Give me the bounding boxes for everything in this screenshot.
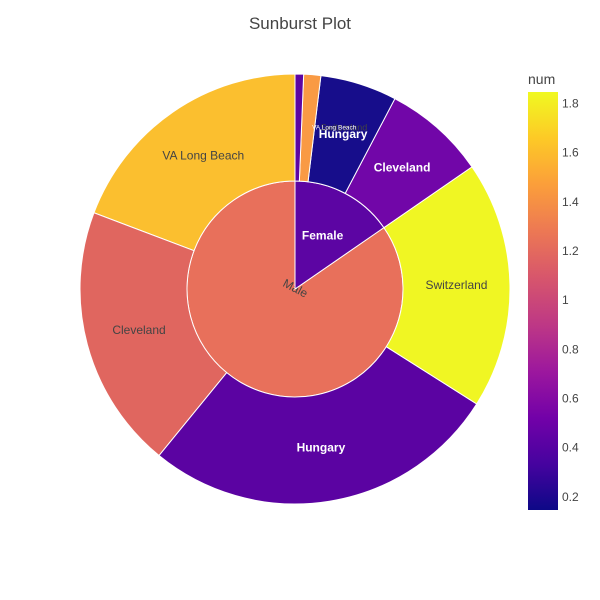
label-male-va-long-beach: VA Long Beach — [162, 148, 244, 162]
sunburst-plot-area: MaleVA Long BeachClevelandHungarySwitzer… — [79, 73, 511, 505]
colorbar-gradient — [528, 92, 558, 510]
colorbar-tick-label: 1.4 — [562, 195, 579, 209]
label-male-switzerland: Switzerland — [425, 278, 487, 292]
colorbar-tick-label: 1.2 — [562, 244, 579, 258]
colorbar-tick-label: 0.6 — [562, 392, 579, 406]
colorbar-tick-label: 1.8 — [562, 96, 579, 110]
label-female: Female — [302, 229, 344, 243]
colorbar-tick-label: 0.2 — [562, 490, 579, 504]
sector-female-va-long-beach[interactable] — [294, 73, 305, 182]
label-male-hungary: Hungary — [297, 441, 346, 455]
label-male-cleveland: Cleveland — [112, 323, 165, 337]
sector-male-va-long-beach[interactable] — [93, 73, 296, 252]
colorbar-ticks: 0.2 0.4 0.6 0.8 1 1.2 1.4 1.6 1.8 — [562, 96, 579, 503]
colorbar-tick-label: 0.4 — [562, 441, 579, 455]
sector-male-switzerland[interactable] — [383, 166, 511, 405]
label-female-cleveland: Cleveland — [374, 160, 431, 174]
colorbar-tick-label: 1 — [562, 293, 569, 307]
sector-male-hungary[interactable] — [158, 346, 478, 505]
colorbar-tick-label: 1.6 — [562, 146, 579, 160]
colorbar: num 0.2 0.4 0.6 0.8 1 1.2 1.4 1.6 1.8 — [528, 71, 579, 510]
colorbar-tick-label: 0.8 — [562, 342, 579, 356]
label-female-hungary: Hungary — [319, 127, 368, 141]
chart-title: Sunburst Plot — [249, 14, 351, 33]
label-female-va-long-beach: VA Long Beach — [312, 124, 357, 131]
colorbar-title: num — [528, 71, 555, 87]
label-female-switzerland: Switzerland — [321, 122, 368, 132]
sector-male-cleveland[interactable] — [79, 212, 228, 457]
